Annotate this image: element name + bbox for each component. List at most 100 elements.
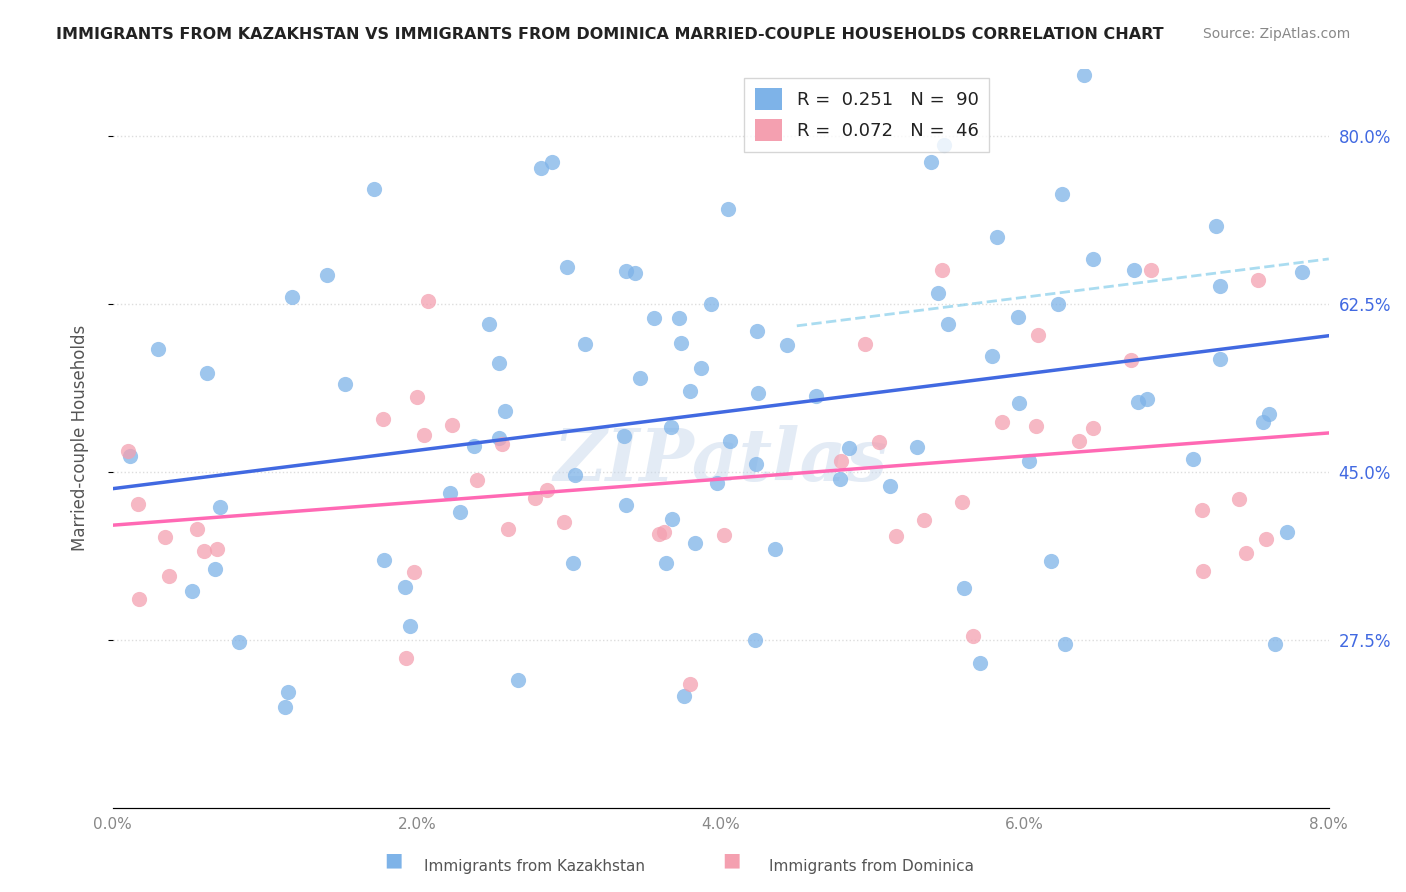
Point	[1208, 279, 1230, 293]
Text: Immigrants from Kazakhstan: Immigrants from Kazakhstan	[423, 859, 645, 874]
Point	[690, 360, 713, 375]
Point	[439, 486, 461, 500]
Point	[395, 651, 418, 665]
Point	[488, 431, 510, 445]
Point	[506, 673, 529, 688]
Point	[186, 522, 208, 536]
Text: IMMIGRANTS FROM KAZAKHSTAN VS IMMIGRANTS FROM DOMINICA MARRIED-COUPLE HOUSEHOLDS: IMMIGRANTS FROM KAZAKHSTAN VS IMMIGRANTS…	[56, 27, 1164, 42]
Point	[205, 541, 228, 556]
Point	[1123, 263, 1146, 277]
Point	[763, 541, 786, 556]
Point	[529, 161, 551, 176]
Point	[628, 371, 651, 385]
Point	[1026, 328, 1049, 343]
Point	[613, 429, 636, 443]
Point	[564, 468, 586, 483]
Point	[195, 366, 218, 380]
Point	[744, 633, 766, 648]
Point	[706, 476, 728, 491]
Point	[449, 505, 471, 519]
Point	[905, 440, 928, 454]
Point	[668, 310, 690, 325]
Point	[394, 580, 416, 594]
Point	[1291, 265, 1313, 279]
Point	[931, 263, 953, 277]
Point	[1008, 396, 1031, 410]
Point	[333, 377, 356, 392]
Point	[1136, 392, 1159, 407]
Point	[478, 317, 501, 331]
Legend: R =  0.251   N =  90, R =  0.072   N =  46: R = 0.251 N = 90, R = 0.072 N = 46	[744, 78, 990, 153]
Point	[713, 528, 735, 542]
Text: ■: ■	[384, 851, 404, 870]
Point	[1192, 565, 1215, 579]
Point	[838, 442, 860, 456]
Point	[1139, 262, 1161, 277]
Point	[950, 495, 973, 509]
Point	[1119, 353, 1142, 368]
Point	[363, 182, 385, 196]
Point	[986, 230, 1008, 244]
Point	[655, 557, 678, 571]
Point	[204, 562, 226, 576]
Point	[1007, 310, 1029, 324]
Point	[672, 689, 695, 703]
Point	[416, 294, 439, 309]
Point	[828, 472, 851, 486]
Point	[1256, 532, 1278, 546]
Point	[920, 155, 942, 169]
Point	[561, 556, 583, 570]
Point	[1205, 219, 1227, 233]
Point	[1073, 68, 1095, 82]
Point	[1052, 187, 1074, 202]
Text: Source: ZipAtlas.com: Source: ZipAtlas.com	[1202, 27, 1350, 41]
Point	[884, 529, 907, 543]
Point	[1047, 297, 1070, 311]
Point	[1257, 408, 1279, 422]
Point	[157, 568, 180, 582]
Point	[775, 338, 797, 352]
Point	[661, 512, 683, 526]
Point	[1018, 453, 1040, 467]
Point	[679, 384, 702, 399]
Point	[745, 325, 768, 339]
Point	[315, 268, 337, 282]
Point	[496, 522, 519, 536]
Y-axis label: Married-couple Households: Married-couple Households	[72, 325, 89, 551]
Point	[193, 544, 215, 558]
Point	[541, 154, 564, 169]
Point	[274, 700, 297, 714]
Point	[441, 418, 464, 433]
Point	[228, 635, 250, 649]
Point	[683, 536, 706, 550]
Text: ZIPatlas: ZIPatlas	[554, 425, 887, 496]
Point	[1182, 452, 1205, 467]
Point	[648, 526, 671, 541]
Point	[1128, 394, 1150, 409]
Point	[494, 404, 516, 418]
Point	[155, 530, 177, 544]
Point	[614, 498, 637, 512]
Point	[1264, 637, 1286, 651]
Point	[463, 438, 485, 452]
Point	[980, 350, 1002, 364]
Point	[659, 420, 682, 434]
Point	[717, 202, 740, 216]
Point	[868, 434, 890, 449]
Point	[669, 335, 692, 350]
Point	[413, 428, 436, 442]
Point	[830, 454, 852, 468]
Point	[879, 479, 901, 493]
Point	[962, 629, 984, 643]
Point	[745, 457, 768, 471]
Point	[373, 553, 395, 567]
Point	[624, 266, 647, 280]
Point	[491, 436, 513, 450]
Point	[371, 412, 394, 426]
Point	[146, 343, 169, 357]
Point	[936, 318, 959, 332]
Point	[614, 264, 637, 278]
Point	[1251, 415, 1274, 429]
Point	[208, 500, 231, 514]
Point	[1053, 637, 1076, 651]
